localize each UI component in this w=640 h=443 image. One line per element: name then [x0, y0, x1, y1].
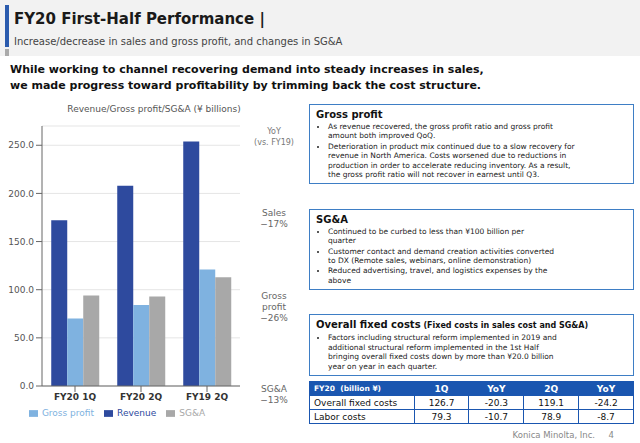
html-text:YoY: YoY [596, 383, 616, 394]
html-text:-8.7: -8.7 [597, 411, 615, 422]
html-text:126.7: 126.7 [428, 397, 455, 408]
html-text:119.1: 119.1 [538, 397, 565, 408]
html-text:1Q: 1Q [434, 383, 449, 394]
html-text:Gross profit: Gross profit [41, 408, 94, 418]
html-text:FY20 First-Half Performance |: FY20 First-Half Performance | [14, 10, 265, 28]
html-text:Continued to be curbed to less: Continued to be curbed to less than ¥100… [328, 226, 524, 246]
html-text:YoY: YoY [487, 383, 506, 394]
html-text:-10.7: -10.7 [484, 411, 508, 422]
html-text:As revenue recovered, the gros: As revenue recovered, the gross profit r… [328, 122, 553, 141]
html-text:Gross profit: Gross profit [316, 109, 383, 120]
html-text:Gross profit −26%: Gross profit −26% [260, 290, 288, 323]
html-text:SG&A: SG&A [316, 213, 348, 225]
svg-text:FY20 2Q: FY20 2Q [120, 392, 163, 402]
html-text:Revenue: Revenue [117, 408, 157, 418]
html-text:Customer contact and demand cr: Customer contact and demand creation act… [328, 246, 555, 265]
html-text:Revenue/Gross profit/SG&A (¥ b: Revenue/Gross profit/SG&A (¥ billions) [67, 104, 241, 114]
svg-text:100.0: 100.0 [8, 285, 34, 295]
html-text:Deterioration in product mix c: Deterioration in product mix continued d… [328, 141, 575, 179]
html-text:SG&A: SG&A [179, 408, 206, 418]
html-text:78.9: 78.9 [541, 411, 562, 422]
svg-text:0.0: 0.0 [20, 381, 35, 391]
html-text:Reduced advertising, travel, a: Reduced advertising, travel, and logisti… [328, 266, 548, 285]
svg-text:FY20 1Q: FY20 1Q [54, 392, 97, 402]
html-text:Overall fixed costs: Overall fixed costs [314, 397, 398, 408]
html-text:2Q: 2Q [544, 383, 559, 394]
html-text:Overall fixed costs(Fixed cost: Overall fixed costs(Fixed costs in sales… [316, 319, 589, 331]
html-text:Sales −17%: Sales −17% [260, 208, 288, 230]
svg-text:150.0: 150.0 [8, 237, 34, 247]
html-text:Labor costs: Labor costs [314, 411, 366, 422]
html-text:79.3: 79.3 [431, 411, 452, 422]
html-text:-20.3: -20.3 [484, 397, 508, 408]
html-text:SG&A −13%: SG&A −13% [260, 384, 288, 405]
html-text:FY20 (billion ¥): FY20 (billion ¥) [314, 383, 381, 393]
html-text:Increase/decrease in sales and: Increase/decrease in sales and gross pro… [14, 36, 343, 47]
svg-text:50.0: 50.0 [14, 333, 34, 343]
svg-text:FY19 2Q: FY19 2Q [186, 392, 229, 402]
html-text:YoY (vs. FY19): YoY (vs. FY19) [254, 127, 294, 147]
html-text:Factors including structural r: Factors including structural reform impl… [328, 333, 557, 371]
svg-text:200.0: 200.0 [8, 189, 34, 199]
html-text:While working to channel recov: While working to channel recovering dema… [10, 63, 484, 76]
html-text:-24.2: -24.2 [594, 397, 618, 408]
html-text:Konica Minolta, Inc. 4: Konica Minolta, Inc. 4 [512, 430, 614, 440]
html-text:we made progress toward profit: we made progress toward profitability by… [10, 79, 482, 92]
svg-text:250.0: 250.0 [8, 140, 34, 150]
